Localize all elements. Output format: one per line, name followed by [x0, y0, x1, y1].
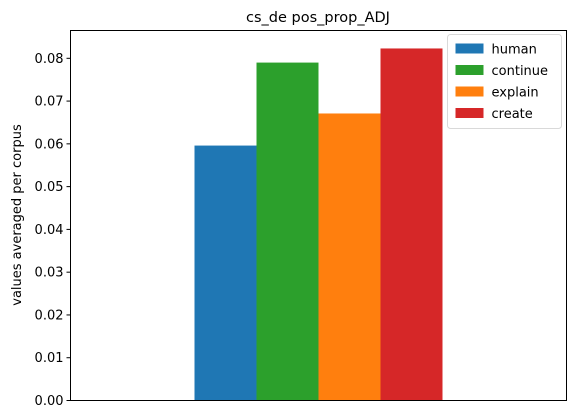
y-tick-label: 0.08	[35, 52, 64, 67]
y-tick-label: 0.05	[35, 180, 64, 195]
legend-swatch-human	[455, 43, 484, 54]
bar-continue	[256, 62, 319, 401]
legend-label-create: create	[492, 107, 533, 122]
legend-label-continue: continue	[492, 64, 549, 79]
chart-title: cs_de pos_prop_ADJ	[246, 10, 390, 26]
legend-label-human: human	[492, 43, 537, 58]
plot-frame	[70, 30, 567, 401]
y-tick-label: 0.03	[35, 266, 64, 281]
legend-frame	[447, 34, 562, 129]
y-tick-label: 0.01	[35, 351, 64, 366]
legend-swatch-continue	[455, 65, 484, 75]
y-tick-label: 0.02	[35, 308, 64, 323]
bar-explain	[318, 113, 381, 401]
y-tick-label: 0.04	[35, 223, 64, 238]
legend-label-explain: explain	[492, 86, 539, 101]
bar-human	[194, 145, 257, 401]
bars-group	[194, 48, 443, 401]
y-tick-label: 0.06	[35, 137, 64, 152]
y-tick-label: 0.07	[35, 95, 64, 110]
y-axis: 0.00 0.01 0.02 0.03 0.04 0.05 0.06 0.07 0.08	[35, 52, 71, 409]
legend-swatch-create	[455, 108, 484, 118]
legend-swatch-explain	[455, 86, 484, 97]
y-axis-label: values averaged per corpus	[10, 124, 25, 306]
bar-create	[380, 48, 443, 401]
y-tick-label: 0.00	[35, 394, 64, 409]
legend: human continue explain create	[447, 34, 562, 129]
